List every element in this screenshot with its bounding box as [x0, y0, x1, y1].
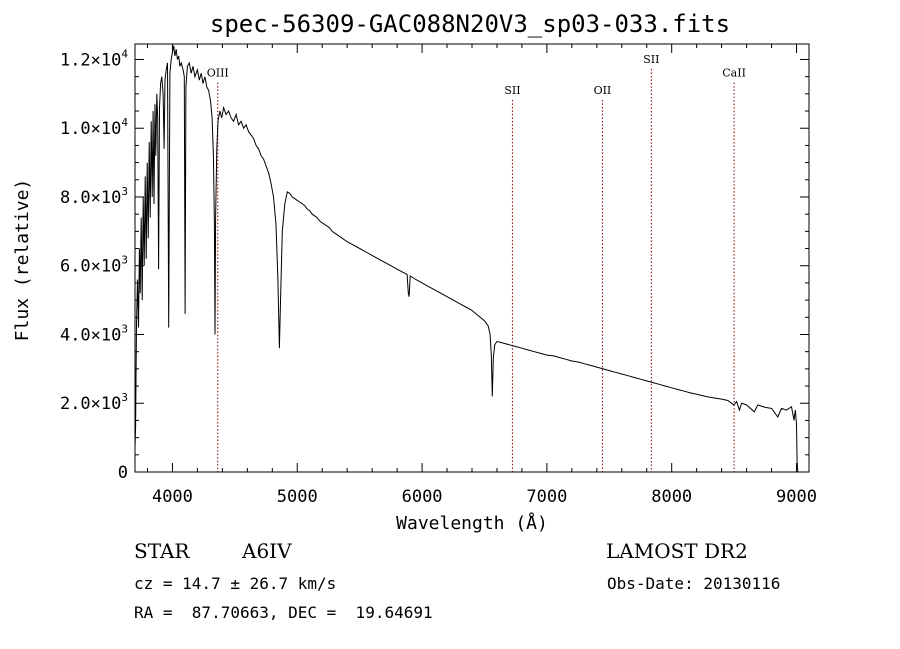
x-tick-label: 7000: [526, 487, 567, 507]
y-tick-label: 8.0×103: [60, 185, 128, 208]
y-axis: 0 2.0×103 4.0×103 6.0×103 8.0×103 1.0×104 1.2×…: [60, 47, 809, 483]
spectral-line-label: SII: [643, 53, 659, 66]
coordinates: RA = 87.70663, DEC = 19.64691: [134, 603, 433, 622]
x-tick-label: 8000: [651, 487, 692, 507]
spectral-line-label: OIII: [207, 67, 229, 80]
x-tick-label: 5000: [277, 487, 318, 507]
y-tick-label: 0: [118, 463, 128, 483]
x-axis-label: Wavelength (Å): [396, 512, 548, 534]
observation-date: Obs-Date: 20130116: [607, 574, 781, 593]
spectral-line-markers: OIII SII OII SII CaII: [207, 53, 746, 472]
plot-frame: [134, 43, 810, 473]
spectral-line-label: SII: [504, 84, 520, 97]
x-tick-label: 6000: [402, 487, 443, 507]
chart-title: spec-56309-GAC088N20V3_sp03-033.fits: [210, 10, 730, 38]
y-tick-label: 1.0×104: [60, 116, 128, 139]
x-tick-label: 4000: [152, 487, 193, 507]
redshift-info: cz = 14.7 ± 26.7 km/s: [134, 574, 337, 593]
y-tick-label: 6.0×103: [60, 254, 128, 277]
y-tick-label: 2.0×103: [60, 391, 128, 414]
spectral-line-label: OII: [594, 84, 612, 97]
x-tick-label: 9000: [776, 487, 817, 507]
object-subclass: A6IV: [242, 539, 292, 563]
spectral-line-label: CaII: [722, 67, 746, 80]
object-class: STAR: [134, 539, 190, 563]
y-tick-label: 4.0×103: [60, 322, 128, 345]
x-axis: 4000 5000 6000 7000 8000 9000: [146, 44, 817, 507]
y-axis-label: Flux (relative): [12, 179, 33, 342]
survey-name: LAMOST DR2: [606, 539, 748, 563]
y-tick-label: 1.2×104: [60, 47, 128, 70]
spectrum-series-line: [134, 45, 799, 473]
